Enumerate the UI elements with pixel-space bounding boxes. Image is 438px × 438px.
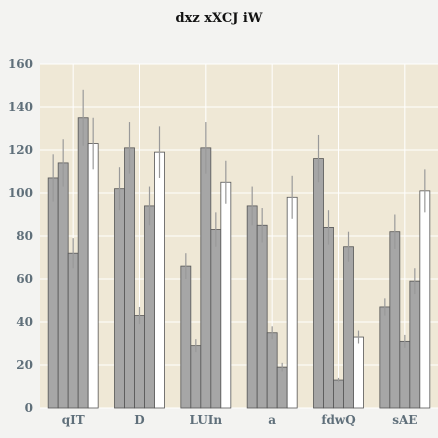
bar	[313, 158, 324, 409]
bar	[190, 345, 202, 409]
bar	[323, 226, 334, 409]
y-tick-label: 80	[16, 229, 33, 243]
x-tick-label: qIT	[62, 413, 85, 427]
bar	[266, 332, 278, 409]
y-tick-label: 0	[25, 401, 33, 415]
bar	[144, 205, 155, 409]
bar	[343, 246, 354, 409]
x-tick-label: sAE	[392, 413, 417, 427]
bar	[353, 336, 364, 409]
x-tick-label: a	[268, 413, 276, 427]
bar	[220, 181, 232, 409]
bar	[409, 280, 421, 409]
x-tick-label: LUIn	[190, 413, 223, 427]
bar	[389, 231, 401, 409]
bar	[154, 151, 165, 409]
y-tick-label: 60	[16, 272, 33, 286]
bar	[57, 162, 69, 409]
x-tick-label: fdwQ	[321, 413, 355, 427]
y-tick-label: 160	[8, 57, 33, 71]
bar	[134, 315, 145, 409]
bar	[246, 205, 258, 409]
bar	[379, 306, 391, 409]
bar	[256, 224, 268, 409]
bar	[124, 147, 135, 409]
y-tick-label: 120	[8, 143, 33, 157]
bar	[77, 117, 89, 409]
bar	[114, 188, 125, 409]
bar	[67, 252, 79, 409]
bar	[419, 190, 431, 409]
bar	[180, 265, 192, 409]
bar	[47, 177, 59, 409]
bar	[276, 366, 288, 409]
bar	[399, 340, 411, 409]
bar	[210, 229, 222, 409]
bar	[333, 379, 344, 409]
bar	[87, 143, 99, 409]
y-tick-label: 140	[8, 100, 33, 114]
x-tick-label: D	[134, 413, 144, 427]
bar	[286, 196, 298, 409]
bar	[200, 147, 212, 409]
y-tick-label: 100	[8, 186, 33, 200]
chart-title: dxz xXCJ iW	[175, 11, 263, 26]
y-tick-label: 20	[16, 358, 33, 372]
y-tick-label: 40	[16, 315, 33, 329]
